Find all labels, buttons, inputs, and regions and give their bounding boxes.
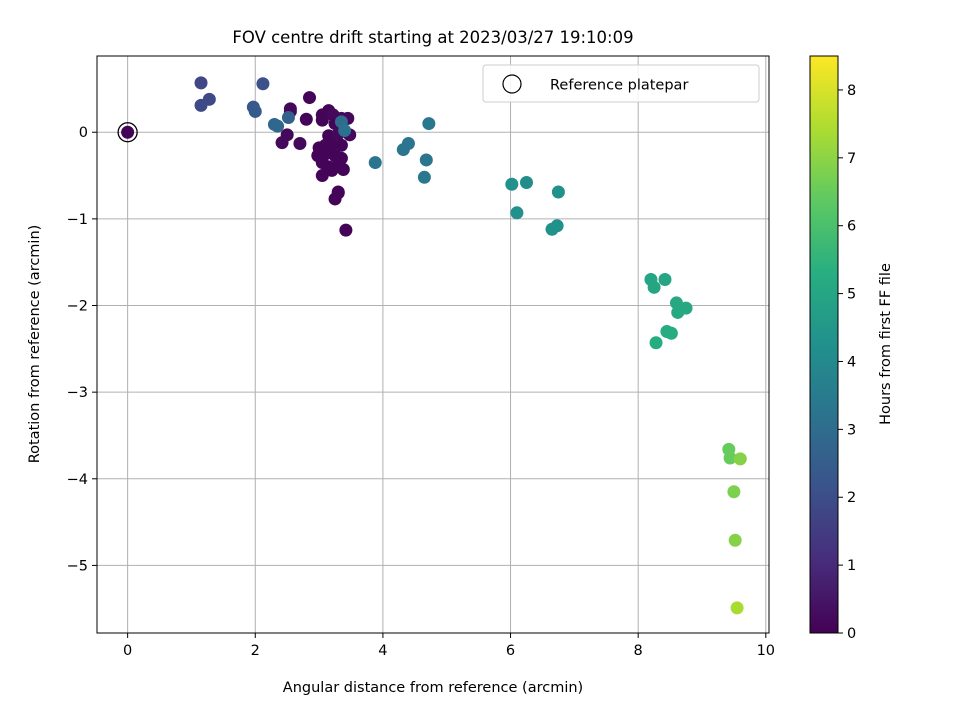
- y-axis-label: Rotation from reference (arcmin): [27, 225, 43, 464]
- scatter-point: [551, 185, 565, 199]
- scatter-point: [256, 77, 270, 91]
- scatter-point: [328, 192, 342, 206]
- scatter-point: [315, 113, 329, 127]
- legend-box: [482, 64, 760, 103]
- y-tick-label: 0: [79, 125, 88, 141]
- y-axis-ticks: 0 −1 −2 −3 −4 −5: [67, 125, 97, 574]
- scatter-point: [281, 111, 295, 125]
- colorbar-tick-label: 1: [847, 558, 856, 574]
- chart-title: FOV centre drift starting at 2023/03/27 …: [232, 28, 633, 47]
- colorbar-tick-label: 5: [847, 287, 856, 303]
- y-tick-label: −4: [67, 472, 88, 488]
- scatter-point: [368, 156, 382, 170]
- scatter-point: [505, 177, 519, 191]
- scatter-point: [730, 601, 744, 615]
- scatter-point: [723, 451, 737, 465]
- x-tick-label: 4: [378, 643, 387, 659]
- scatter-point: [325, 137, 339, 151]
- scatter-point: [336, 162, 350, 176]
- x-tick-label: 8: [634, 643, 643, 659]
- scatter-point: [293, 137, 307, 151]
- colorbar-tick-label: 2: [847, 490, 856, 506]
- x-axis-ticks: 0 2 4 6 8 10: [123, 633, 775, 659]
- scatter-point: [545, 222, 559, 236]
- grid-lines: [97, 56, 769, 633]
- x-tick-label: 6: [506, 643, 515, 659]
- scatter-point: [299, 112, 313, 126]
- scatter-point: [315, 169, 329, 183]
- scatter-point: [334, 138, 348, 152]
- scatter-point: [121, 125, 135, 139]
- scatter-point: [510, 206, 524, 220]
- colorbar: 0 1 2 3 4 5 6 7 8 Hours from first FF file: [809, 55, 894, 642]
- y-tick-label: −5: [67, 558, 88, 574]
- scatter-point: [647, 280, 661, 294]
- scatter-point: [519, 175, 533, 189]
- scatter-point: [664, 326, 678, 340]
- x-tick-label: 2: [251, 643, 260, 659]
- x-tick-label: 0: [123, 643, 132, 659]
- colorbar-ticks: 0 1 2 3 4 5 6 7 8: [838, 83, 856, 642]
- colorbar-gradient: [809, 55, 839, 634]
- colorbar-tick-label: 3: [847, 422, 856, 438]
- scatter-point: [679, 301, 693, 315]
- colorbar-tick-label: 8: [847, 83, 856, 99]
- scatter-point: [275, 136, 289, 150]
- scatter-point: [733, 452, 747, 466]
- y-tick-label: −2: [67, 299, 88, 315]
- scatter-point: [728, 533, 742, 547]
- scatter-point: [669, 296, 683, 310]
- scatter-point: [649, 336, 663, 350]
- colorbar-tick-label: 6: [847, 219, 856, 235]
- legend-marker-reference: [502, 74, 522, 94]
- scatter-point: [325, 163, 339, 177]
- colorbar-tick-label: 4: [847, 354, 856, 370]
- scatter-point: [658, 273, 672, 287]
- plot-area-frame: [96, 55, 770, 634]
- legend: Reference platepar: [482, 64, 760, 103]
- scatter-point: [419, 153, 433, 167]
- colorbar-tick-label: 0: [847, 626, 856, 642]
- x-tick-label: 10: [757, 643, 775, 659]
- scatter-point: [248, 104, 262, 118]
- scatter-point: [202, 92, 216, 106]
- y-tick-label: −3: [67, 385, 88, 401]
- scatter-point: [422, 117, 436, 131]
- y-tick-label: −1: [67, 212, 88, 228]
- scatter-point: [194, 76, 208, 90]
- scatter-point: [401, 137, 415, 151]
- reference-point-marker: [117, 122, 138, 143]
- scatter-point: [417, 170, 431, 184]
- scatter-point: [271, 119, 285, 133]
- scatter-point: [303, 91, 317, 105]
- colorbar-label: Hours from first FF file: [878, 263, 894, 425]
- x-axis-label: Angular distance from reference (arcmin): [283, 680, 583, 696]
- scatter-point: [727, 485, 741, 499]
- scatter-point: [339, 223, 353, 237]
- scatter-points: [117, 76, 747, 615]
- legend-label-reference: Reference platepar: [550, 78, 688, 94]
- colorbar-tick-label: 7: [847, 151, 856, 167]
- scatter-point: [338, 124, 352, 138]
